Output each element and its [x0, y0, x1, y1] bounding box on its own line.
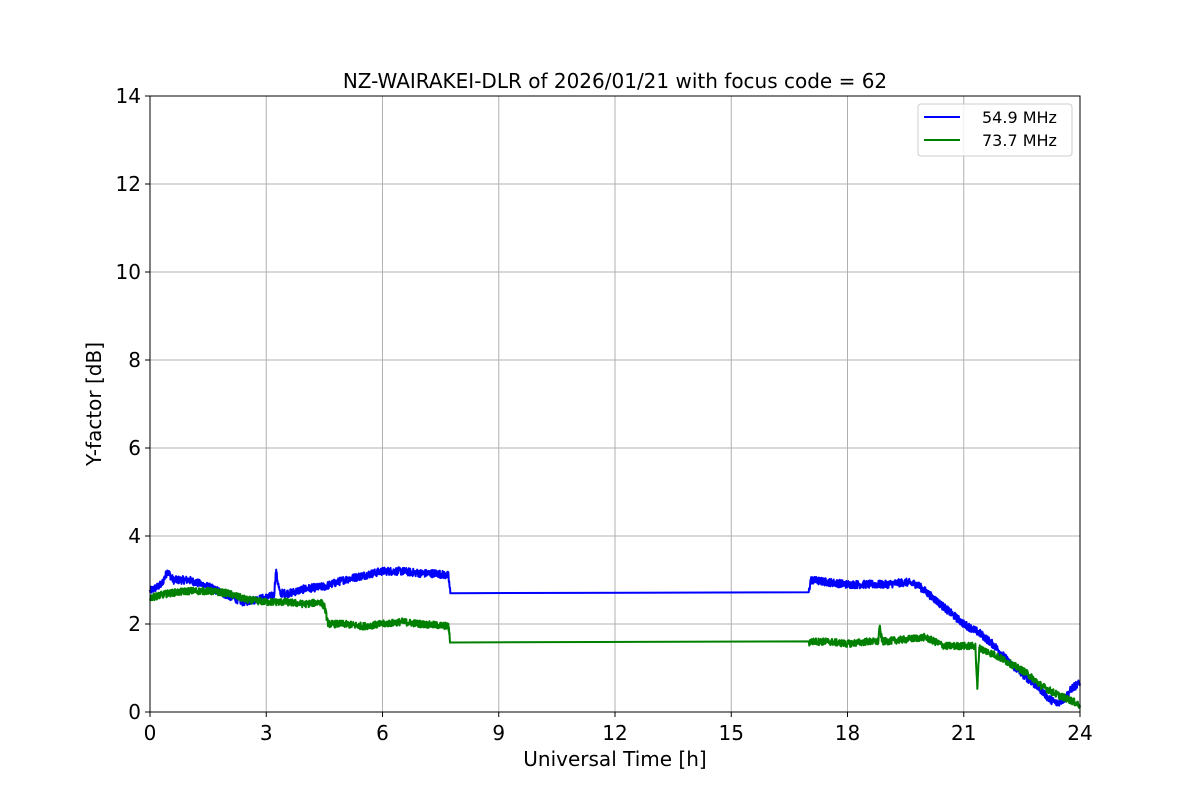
x-tick-label: 15 [719, 721, 744, 745]
legend-label-73-7-mhz: 73.7 MHz [982, 131, 1057, 150]
y-tick-label: 6 [128, 436, 141, 460]
series-line-73-7-mhz [149, 586, 1081, 709]
legend: 54.9 MHz 73.7 MHz [917, 103, 1073, 157]
x-tick-label: 3 [260, 721, 273, 745]
x-tick-label: 18 [835, 721, 860, 745]
x-tick-label: 24 [1067, 721, 1092, 745]
plot-series [149, 566, 1081, 709]
y-tick-label: 12 [116, 172, 141, 196]
y-tick-label: 8 [128, 348, 141, 372]
y-tick-label: 10 [116, 260, 141, 284]
x-axis-label: Universal Time [h] [523, 747, 706, 771]
legend-label-54-9-mhz: 54.9 MHz [982, 108, 1057, 127]
x-tick-label: 12 [602, 721, 627, 745]
y-axis-label: Y-factor [dB] [82, 342, 106, 467]
y-tick-label: 2 [128, 612, 141, 636]
y-tick-label: 4 [128, 524, 141, 548]
x-tick-label: 21 [951, 721, 976, 745]
x-tick-label: 9 [492, 721, 505, 745]
x-tick-label: 0 [144, 721, 157, 745]
y-tick-label: 14 [116, 84, 141, 108]
y-tick-label: 0 [128, 700, 141, 724]
chart-title: NZ-WAIRAKEI-DLR of 2026/01/21 with focus… [343, 69, 887, 93]
x-tick-label: 6 [376, 721, 389, 745]
